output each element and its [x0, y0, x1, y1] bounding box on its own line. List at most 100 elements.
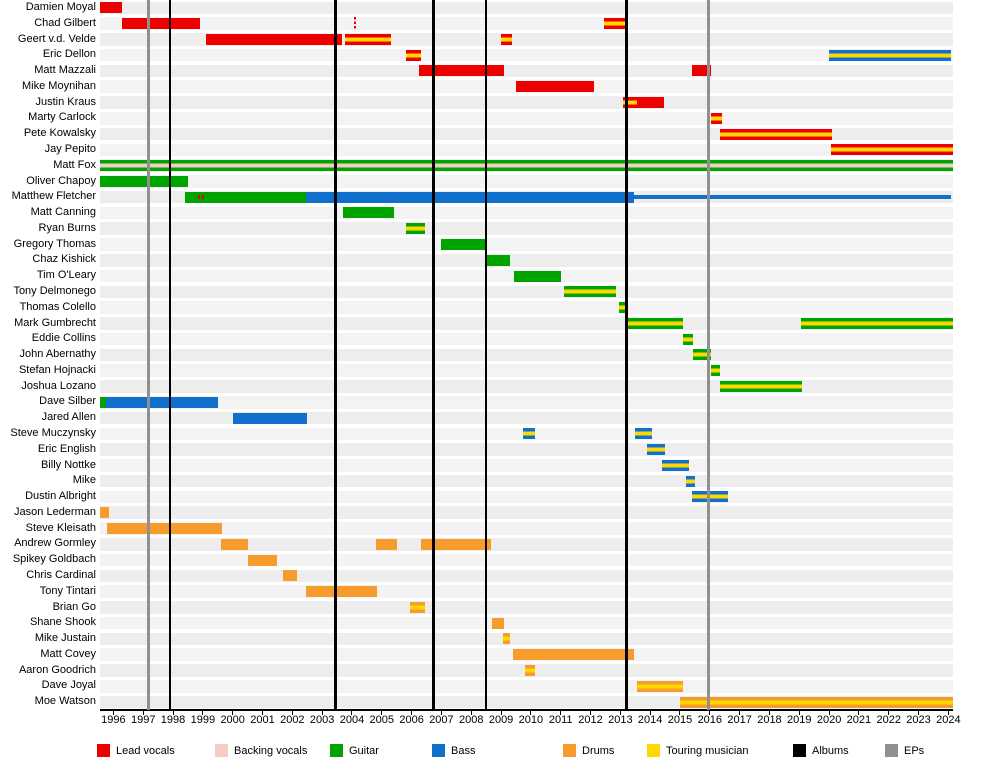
year-tick — [739, 711, 741, 715]
year-tick — [798, 711, 800, 715]
member-row-track — [100, 553, 953, 567]
timeline-bar — [523, 428, 536, 440]
timeline-bar — [662, 459, 689, 471]
timeline-bar — [514, 270, 561, 282]
legend-swatch-guitar — [330, 744, 343, 757]
one-off-appearance-marker — [197, 194, 206, 200]
year-label: 2019 — [787, 714, 812, 726]
year-tick — [828, 711, 830, 715]
year-tick — [351, 711, 353, 715]
timeline-bar — [305, 586, 378, 598]
member-row-track — [100, 490, 953, 504]
year-label: 2022 — [876, 714, 901, 726]
timeline-bar — [122, 18, 200, 30]
timeline-bar — [515, 81, 594, 93]
year-tick — [291, 711, 293, 715]
ep-release-line — [706, 0, 710, 710]
member-row-track — [100, 175, 953, 188]
year-tick — [947, 711, 949, 715]
timeline-bar — [623, 96, 637, 108]
timeline-bar — [647, 444, 666, 456]
timeline-bar — [405, 223, 426, 235]
member-row-track — [100, 380, 953, 393]
member-row-track — [100, 680, 953, 693]
member-label: Joshua Lozano — [21, 379, 96, 392]
timeline-bar — [691, 491, 728, 503]
member-label: Billy Nottke — [40, 458, 96, 471]
member-row-track — [100, 332, 953, 346]
member-row-track — [100, 632, 953, 646]
member-label: Chaz Kishick — [32, 253, 96, 266]
year-tick — [202, 711, 204, 715]
year-label: 1996 — [101, 714, 126, 726]
timeline-bar — [685, 475, 695, 487]
member-row-track — [100, 301, 953, 314]
timeline-bar — [410, 601, 426, 613]
member-row-track — [100, 238, 953, 251]
member-label: Jay Pepito — [44, 143, 96, 155]
timeline-bar — [563, 286, 616, 298]
timeline-bar — [513, 649, 634, 661]
member-label: Matthew Fletcher — [11, 190, 96, 203]
year-label: 2004 — [339, 714, 365, 726]
year-label: 1998 — [160, 714, 186, 726]
member-row-track — [100, 443, 953, 456]
timeline-bar — [100, 507, 109, 519]
member-label: Geert v.d. Velde — [17, 32, 96, 45]
member-row-track — [100, 112, 953, 125]
member-label: Steve Muczynsky — [10, 427, 96, 439]
timeline-bar — [693, 349, 712, 361]
member-row-track — [100, 616, 953, 630]
timeline-bar — [232, 412, 308, 424]
member-row-track — [100, 222, 953, 236]
year-label: 2005 — [369, 714, 395, 726]
year-label: 2024 — [936, 714, 961, 726]
member-label: Oliver Chapoy — [26, 174, 96, 187]
timeline-bar — [501, 33, 512, 45]
album-release-line — [168, 0, 172, 710]
member-label: Dave Silber — [39, 395, 96, 408]
timeline-bar — [441, 238, 487, 250]
member-label: Ryan Burns — [38, 221, 96, 234]
legend-label-eps: EPs — [904, 745, 925, 757]
member-row-track — [100, 396, 953, 409]
member-label: Thomas Colello — [19, 300, 96, 313]
member-row-track — [100, 601, 953, 614]
year-tick — [411, 711, 413, 715]
year-tick — [530, 711, 532, 715]
member-row-track — [100, 254, 953, 267]
timeline-bar — [100, 160, 953, 172]
year-label: 2001 — [250, 714, 275, 726]
year-tick — [500, 711, 502, 715]
member-label: Brian Go — [52, 600, 96, 613]
legend-label-guitar: Guitar — [349, 745, 379, 757]
member-label: Tony Delmonego — [13, 285, 96, 297]
member-label: Eddie Collins — [31, 332, 96, 345]
member-label: Matt Mazzali — [34, 64, 96, 77]
member-label: Mark Gumbrecht — [14, 316, 96, 329]
timeline-bar — [524, 664, 536, 676]
member-label: Chris Cardinal — [26, 569, 96, 581]
member-row-track — [100, 17, 953, 30]
member-label: Stefan Hojnacki — [18, 363, 96, 376]
timeline-bar — [100, 2, 123, 14]
legend-label-lead_vocals: Lead vocals — [116, 745, 175, 757]
timeline-bar — [344, 33, 391, 45]
member-row-track — [100, 348, 953, 362]
legend-label-bass: Bass — [451, 745, 476, 757]
member-row-track — [100, 569, 953, 583]
member-row-track — [100, 206, 953, 220]
timeline-bar — [375, 538, 397, 550]
member-label: Pete Kowalsky — [23, 127, 96, 140]
timeline-bar — [107, 522, 223, 534]
year-tick — [918, 711, 920, 715]
legend-label-albums: Albums — [812, 745, 849, 757]
member-row-track — [100, 522, 953, 535]
member-row-track — [100, 285, 953, 299]
album-release-line — [334, 0, 337, 710]
member-label: Aaron Goodrich — [18, 663, 96, 676]
timeline-bar — [635, 428, 652, 440]
legend-swatch-touring — [647, 744, 660, 757]
timeline-bar — [220, 538, 248, 550]
